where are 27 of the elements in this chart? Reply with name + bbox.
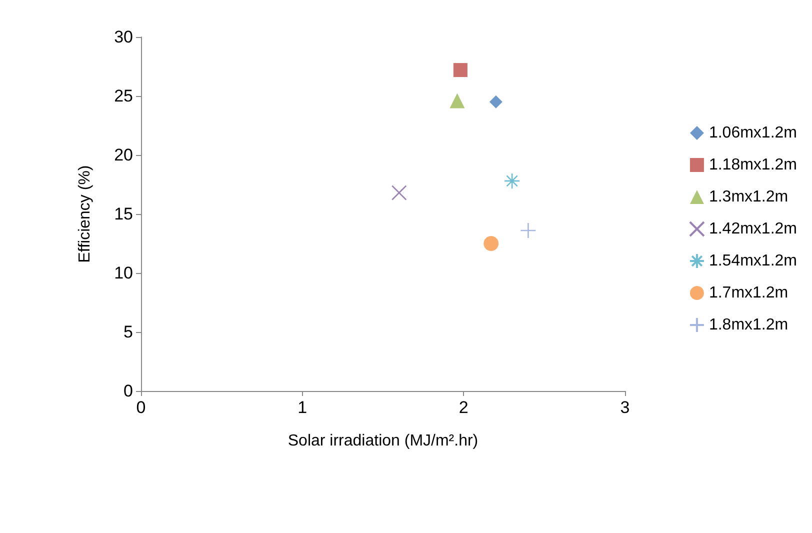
y-tick-label: 10 bbox=[114, 264, 133, 282]
legend-label: 1.18mx1.2m bbox=[708, 156, 798, 174]
point bbox=[391, 185, 407, 200]
legend-label: 1.8mx1.2m bbox=[708, 316, 788, 334]
point bbox=[504, 172, 520, 190]
point bbox=[489, 95, 502, 108]
y-axis-title: Efficiency (%) bbox=[76, 165, 94, 263]
x-tick-label: 2 bbox=[458, 398, 468, 417]
legend-label: 1.42mx1.2m bbox=[708, 220, 798, 238]
x-tick-label: 3 bbox=[620, 398, 630, 417]
point bbox=[453, 63, 468, 78]
legend-label: 1.7mx1.2m bbox=[708, 284, 788, 302]
x-tick-label: 0 bbox=[136, 398, 146, 417]
x-axis-title: Solar irradiation (MJ/m².hr) bbox=[288, 432, 478, 450]
legend-label: 1.3mx1.2m bbox=[708, 188, 788, 206]
y-tick-label: 0 bbox=[124, 382, 133, 400]
point bbox=[484, 236, 499, 251]
y-tick-label: 30 bbox=[114, 28, 133, 46]
y-tick-label: 15 bbox=[114, 204, 133, 224]
y-tick-label: 20 bbox=[114, 146, 133, 164]
y-tick-label: 5 bbox=[124, 322, 133, 342]
legend-label: 1.54mx1.2m bbox=[708, 252, 798, 270]
point bbox=[450, 93, 465, 108]
point bbox=[520, 222, 536, 239]
legend-label: 1.06mx1.2m bbox=[708, 124, 798, 142]
x-tick-label: 1 bbox=[298, 398, 308, 417]
y-tick-label: 25 bbox=[114, 86, 133, 106]
